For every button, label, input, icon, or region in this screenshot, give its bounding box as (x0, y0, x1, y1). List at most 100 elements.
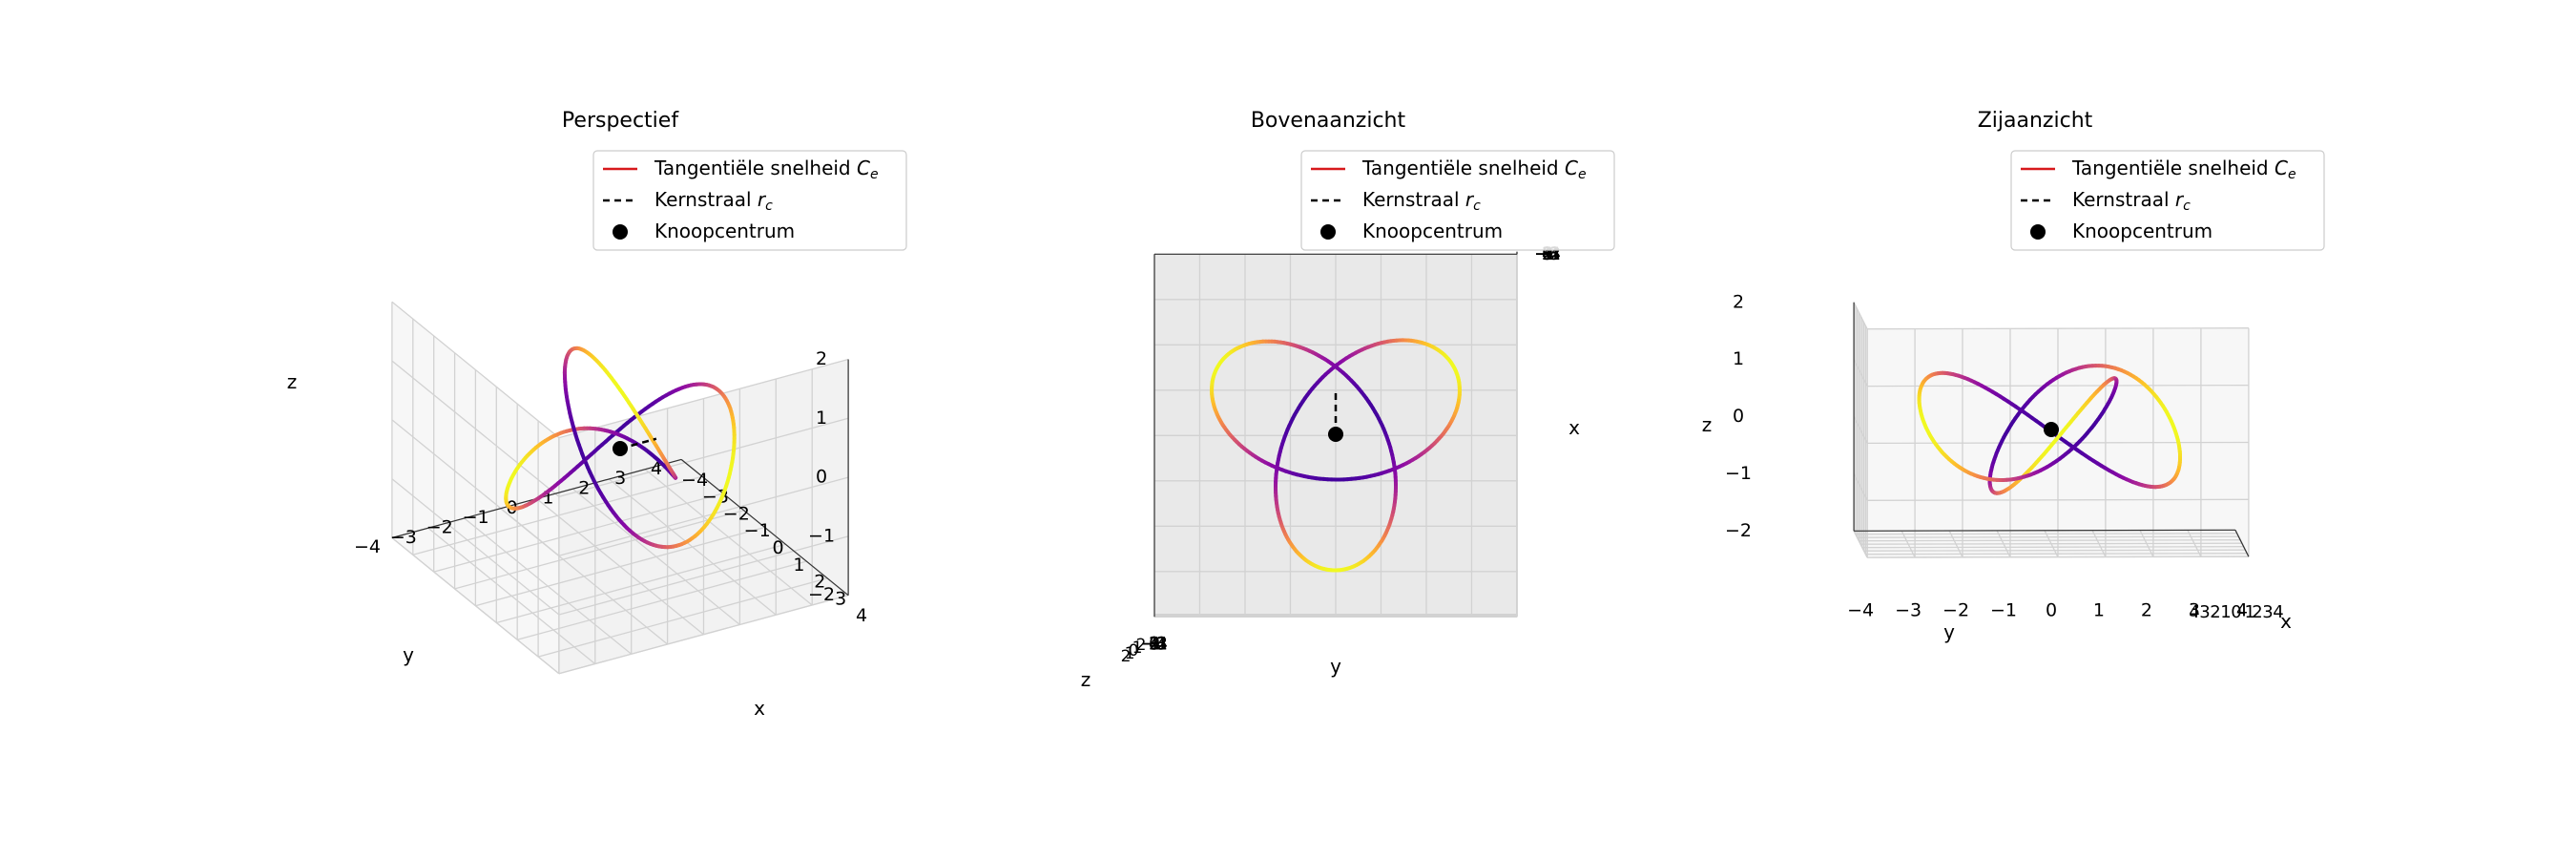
panel-title: Zijaanzicht (1978, 109, 2093, 133)
z-tick-label: −1 (808, 525, 835, 546)
x-tick-label: 4 (856, 605, 867, 626)
x-tick-label: 4 (1149, 634, 1160, 655)
z-tick-label: 1 (816, 408, 827, 429)
axis-edge (2234, 530, 2250, 557)
grid-line (391, 301, 560, 439)
curve-segment (580, 451, 587, 461)
knot-curve (504, 346, 737, 550)
x-tick-label: −3 (1141, 634, 1168, 655)
z-axis-label: z (1702, 413, 1713, 436)
z-tick-label: 1 (1125, 644, 1135, 663)
overlay-marks (1328, 388, 1343, 442)
legend-frame (1300, 150, 1615, 251)
x-tick-label: 2 (1149, 634, 1160, 655)
x-axis-label: y (1943, 620, 1955, 643)
grid-line (1860, 542, 2242, 545)
grid-line (1853, 473, 1868, 501)
grid-lines (1153, 251, 1518, 618)
z-tick-label: −2 (808, 584, 835, 605)
x-tick-label: −3 (1895, 600, 1922, 621)
legend: Tangentiële snelheid Ce Kernstraal rc Knoo… (1300, 150, 1615, 251)
knot-curve (1210, 338, 1462, 573)
grid-line (558, 595, 849, 675)
x-tick-label: 2 (2141, 600, 2152, 621)
grid-line (644, 469, 813, 606)
y-tick-label: 2 (2252, 602, 2262, 622)
x-tick-label: 3 (1149, 634, 1160, 655)
x-axis-label: y (1330, 655, 1341, 678)
y-tick-label: −4 (354, 536, 381, 557)
y-tick-label: 3 (2199, 602, 2210, 622)
x-tick-label: 1 (2093, 600, 2105, 621)
legend-frame (2010, 150, 2325, 251)
x-tick-label: −4 (1141, 634, 1168, 655)
knot-center-marker (613, 441, 628, 456)
grid-line (558, 476, 849, 556)
grid-line (1867, 384, 2249, 388)
grid-line (391, 478, 560, 616)
grid-line (391, 419, 560, 556)
z-axis-label: z (1081, 668, 1091, 691)
panel-title: Perspectief (562, 109, 679, 133)
z-tick-label: 2 (1733, 291, 1744, 312)
x-tick-label: 0 (773, 537, 784, 558)
x-tick-label: 1 (793, 555, 804, 576)
legend-frame (592, 150, 907, 251)
z-tick-label: 0 (1733, 406, 1744, 427)
x-tick-label: −2 (1141, 634, 1168, 655)
z-tick-label: 1 (1733, 348, 1744, 369)
x-tick-label: 0 (2046, 600, 2057, 621)
y-axis-label: x (1568, 416, 1580, 439)
grid-line (1859, 539, 2241, 542)
y-tick-label: 0 (2231, 602, 2241, 622)
x-tick-label: −4 (681, 470, 708, 491)
x-tick-label: −2 (1942, 600, 1969, 621)
x-tick-label: −1 (1990, 600, 2017, 621)
legend-label: Knoopcentrum (654, 220, 795, 242)
y-tick-label: 2 (578, 477, 590, 498)
legend-label: Knoopcentrum (2072, 220, 2212, 242)
y-tick-label: −2 (426, 517, 453, 538)
y-tick-label: 2 (2210, 602, 2220, 622)
x-tick-label: 1 (1149, 634, 1160, 655)
z-tick-label: −1 (1725, 463, 1752, 484)
legend-marker (613, 224, 628, 240)
y-tick-label: -1 (2238, 602, 2255, 622)
grid-line (2091, 530, 2107, 557)
legend-marker (2030, 224, 2046, 240)
grid-line (1853, 416, 1868, 444)
knot-curve (1917, 364, 2182, 495)
legend-label: Tangentiële snelheid Ce (654, 157, 879, 183)
legend-label: Knoopcentrum (1362, 220, 1503, 242)
y-tick-label: 3 (614, 468, 626, 489)
y-tick-label: −1 (463, 507, 489, 528)
grid-line (391, 536, 560, 675)
grid-line (608, 478, 777, 616)
z-tick-label: 2 (1136, 636, 1147, 655)
x-tick-label: 4 (2236, 600, 2248, 621)
knot-center-marker (2044, 422, 2059, 437)
grid-line (391, 360, 560, 497)
y-axis-label: y (403, 643, 414, 666)
legend-label: Tangentiële snelheid Ce (2071, 157, 2296, 183)
grid-line (517, 560, 807, 640)
grid-line (1853, 302, 1868, 329)
grid-line (536, 497, 704, 636)
z-tick-label: 0 (816, 467, 827, 488)
grid-lines (1853, 302, 2250, 558)
x-tick-label: −1 (1141, 634, 1168, 655)
grid-line (1867, 327, 2249, 330)
axis-edge (680, 458, 849, 597)
x-tick-label: 3 (2189, 600, 2200, 621)
grid-lines (391, 301, 849, 675)
grid-line (1853, 359, 1868, 387)
grid-line (2139, 530, 2154, 557)
grid-line (558, 417, 849, 498)
